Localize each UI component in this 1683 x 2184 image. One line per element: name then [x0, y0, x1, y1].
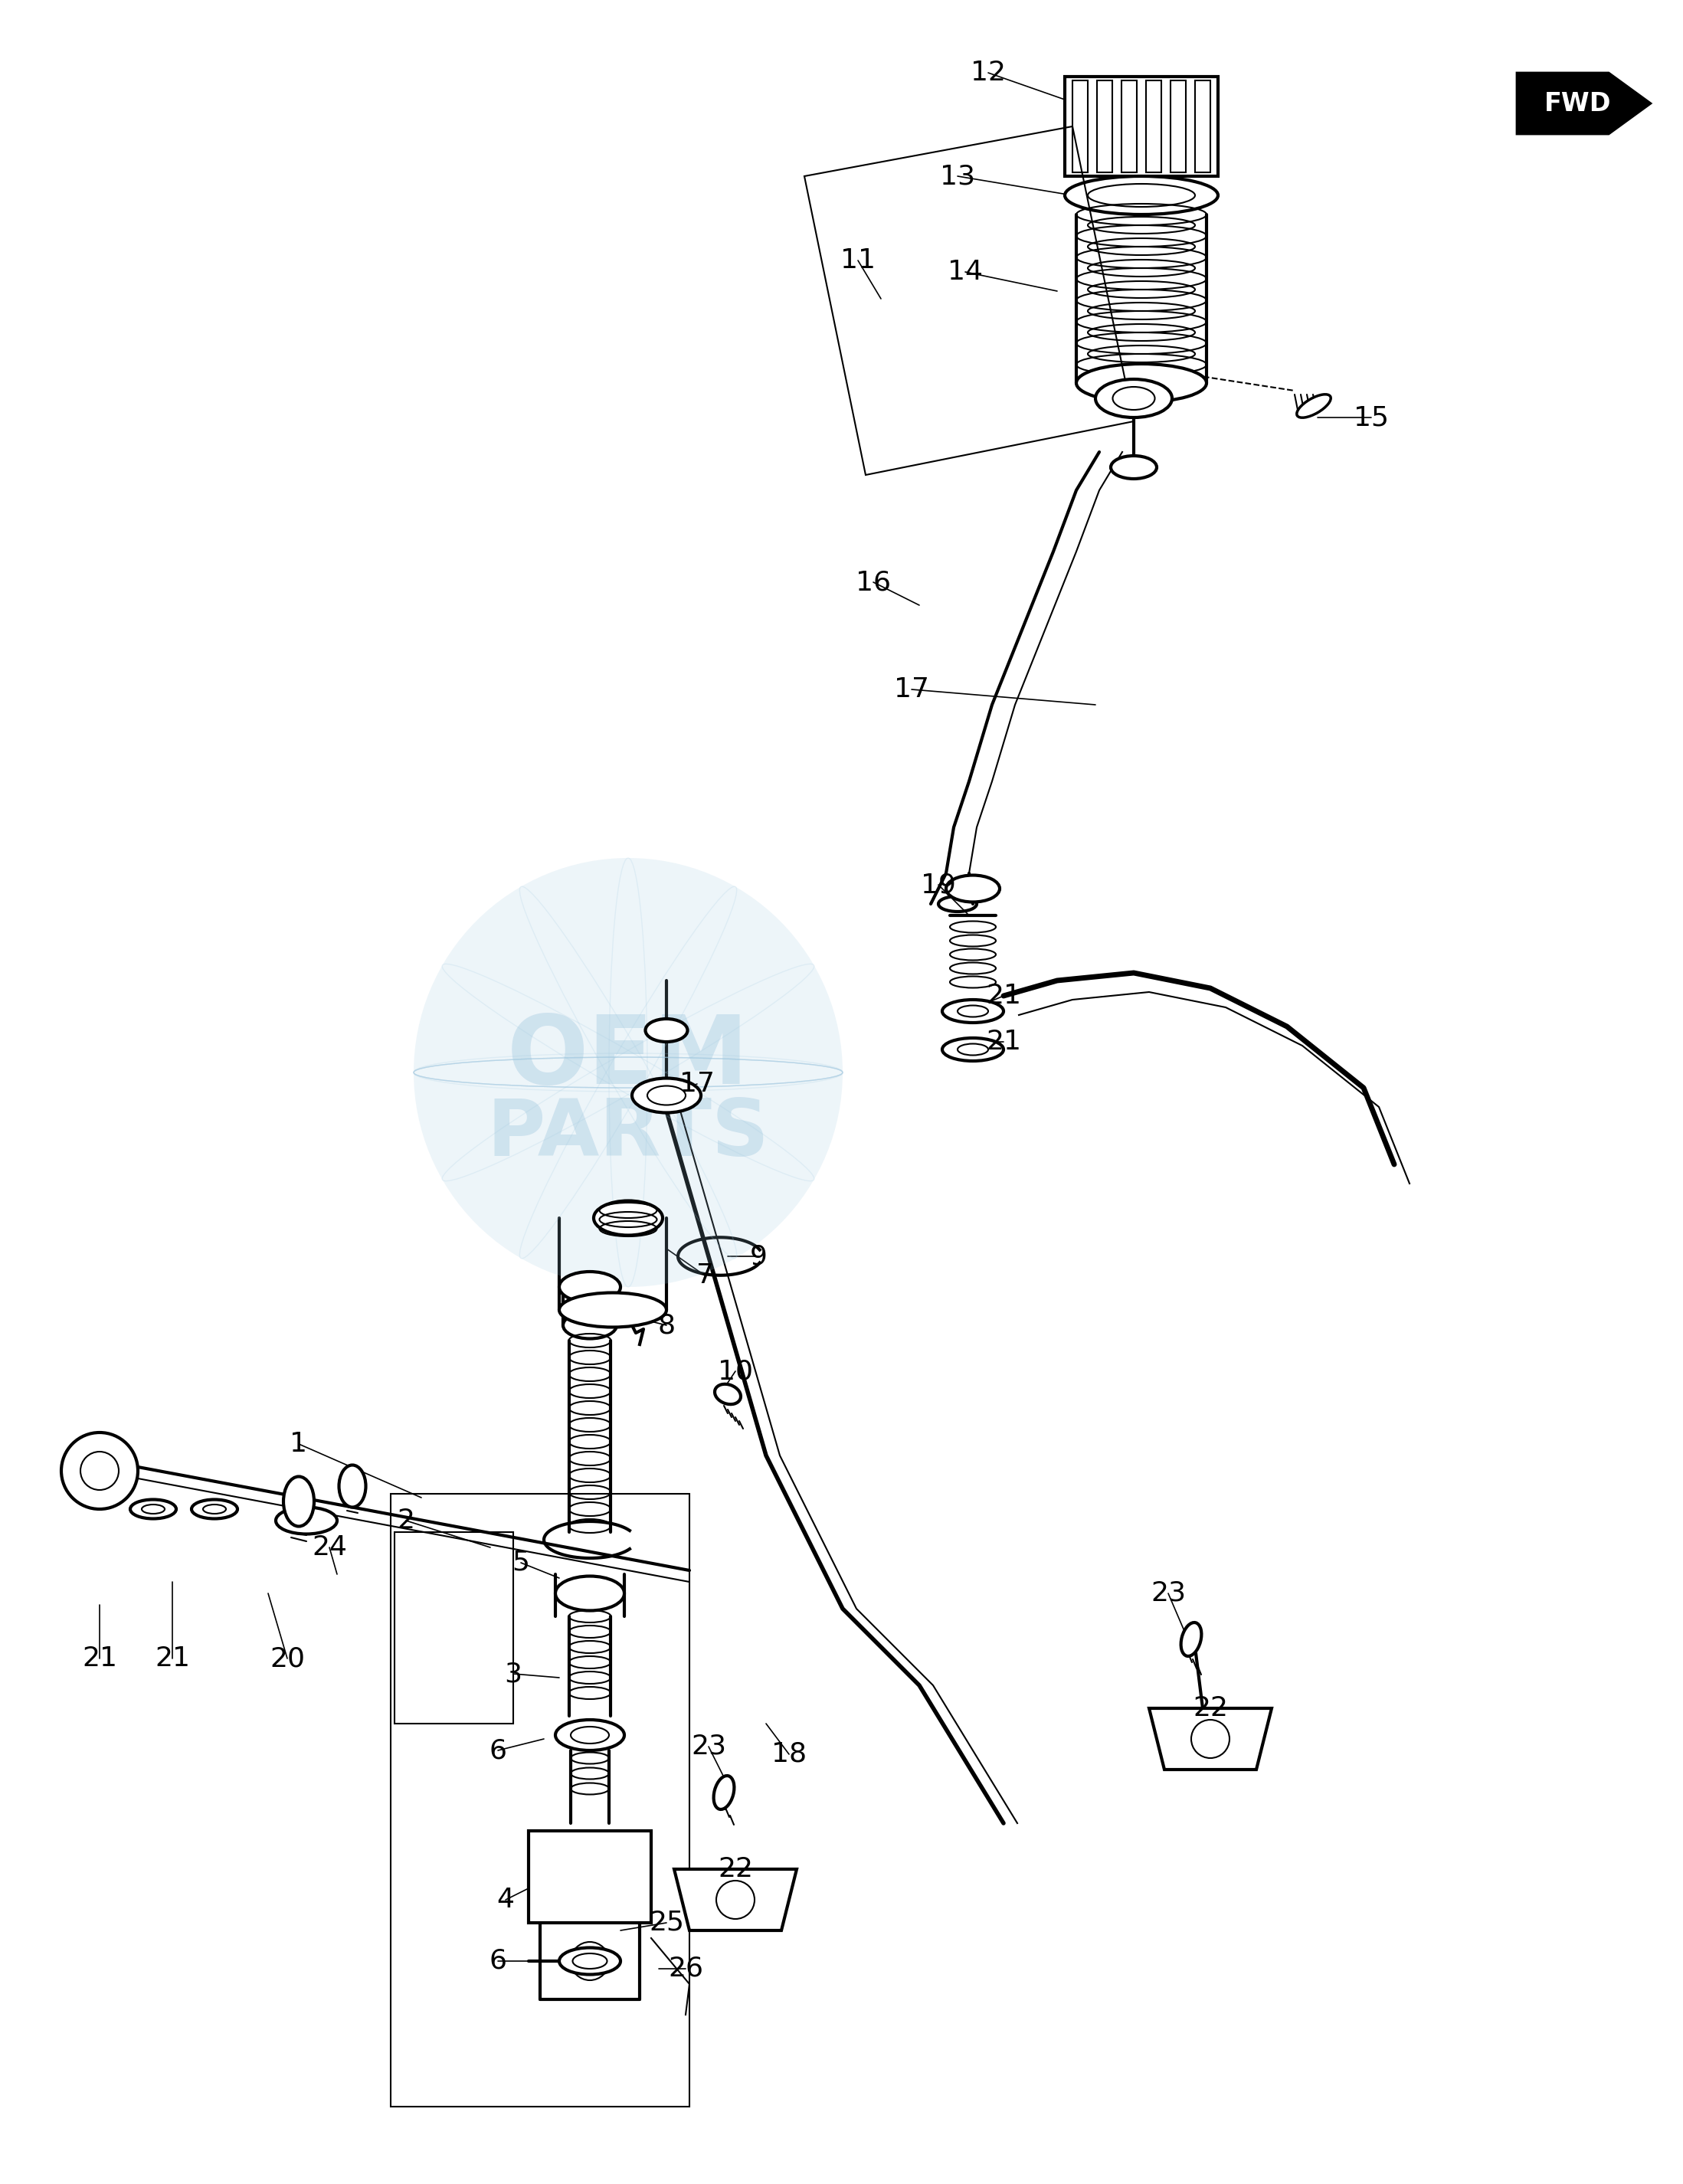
Ellipse shape: [594, 1201, 663, 1236]
Ellipse shape: [1065, 177, 1218, 214]
Bar: [1121, 81, 1136, 173]
Text: 21: 21: [82, 1645, 118, 1671]
Ellipse shape: [633, 1079, 700, 1112]
Text: 17: 17: [894, 677, 929, 703]
Ellipse shape: [1077, 365, 1207, 402]
Bar: [1072, 81, 1087, 173]
Text: 26: 26: [668, 1955, 703, 1981]
Ellipse shape: [715, 1385, 741, 1404]
Circle shape: [1192, 1719, 1230, 1758]
Text: 21: 21: [986, 1029, 1022, 1055]
Ellipse shape: [564, 1313, 616, 1339]
Text: 23: 23: [692, 1734, 725, 1760]
Bar: [1146, 81, 1161, 173]
Text: 10: 10: [717, 1358, 752, 1385]
Text: OEM: OEM: [507, 1011, 749, 1103]
Ellipse shape: [559, 1293, 666, 1328]
Ellipse shape: [1181, 1623, 1202, 1655]
Text: 12: 12: [971, 59, 1006, 85]
Polygon shape: [675, 1870, 796, 1931]
Text: 1: 1: [289, 1431, 308, 1457]
Text: 11: 11: [840, 247, 875, 273]
Bar: [390, 1494, 690, 2108]
Ellipse shape: [130, 1500, 177, 1518]
Ellipse shape: [555, 1719, 624, 1749]
Bar: [1195, 81, 1210, 173]
Ellipse shape: [276, 1507, 337, 1533]
Bar: [528, 1830, 651, 1922]
Text: 21: 21: [155, 1645, 190, 1671]
Text: 19: 19: [921, 871, 956, 898]
Bar: [1170, 81, 1187, 173]
Circle shape: [61, 1433, 138, 1509]
Text: 21: 21: [986, 983, 1022, 1009]
Text: 14: 14: [948, 260, 983, 284]
Ellipse shape: [714, 1776, 734, 1808]
Text: 2: 2: [397, 1507, 414, 1533]
Ellipse shape: [942, 1037, 1003, 1061]
Text: 20: 20: [269, 1645, 305, 1671]
Text: 13: 13: [939, 164, 974, 190]
Bar: [394, 1533, 513, 1723]
Text: 18: 18: [771, 1741, 806, 1767]
Text: 23: 23: [1151, 1581, 1187, 1607]
Ellipse shape: [1096, 380, 1171, 417]
Text: 3: 3: [505, 1660, 522, 1686]
Ellipse shape: [559, 1271, 621, 1302]
Polygon shape: [1149, 1708, 1272, 1769]
Text: 15: 15: [1353, 404, 1388, 430]
Text: 24: 24: [311, 1535, 347, 1559]
Text: 7: 7: [697, 1262, 714, 1289]
Ellipse shape: [1087, 183, 1195, 207]
Text: 17: 17: [680, 1070, 715, 1096]
Circle shape: [414, 858, 843, 1286]
Text: 6: 6: [490, 1948, 507, 1974]
Circle shape: [717, 1880, 754, 1920]
Bar: [1065, 76, 1218, 177]
Ellipse shape: [1111, 456, 1156, 478]
Text: 22: 22: [717, 1856, 752, 1883]
Polygon shape: [1516, 72, 1651, 133]
Ellipse shape: [338, 1465, 365, 1507]
Text: 4: 4: [496, 1887, 515, 1913]
Ellipse shape: [192, 1500, 237, 1518]
Text: 16: 16: [855, 570, 890, 596]
Ellipse shape: [1296, 395, 1331, 417]
Ellipse shape: [555, 1577, 624, 1610]
Bar: [1097, 81, 1112, 173]
Ellipse shape: [645, 1020, 688, 1042]
Text: 6: 6: [490, 1738, 507, 1762]
Text: FWD: FWD: [1545, 92, 1612, 116]
Ellipse shape: [942, 1000, 1003, 1022]
Text: 22: 22: [1193, 1695, 1229, 1721]
Ellipse shape: [283, 1476, 315, 1527]
Ellipse shape: [946, 876, 1000, 902]
Text: 9: 9: [749, 1243, 767, 1269]
Text: PARTS: PARTS: [486, 1094, 769, 1173]
Ellipse shape: [559, 1948, 621, 1974]
Text: 8: 8: [658, 1313, 675, 1339]
Text: 25: 25: [650, 1909, 683, 1935]
Text: 5: 5: [512, 1551, 530, 1577]
